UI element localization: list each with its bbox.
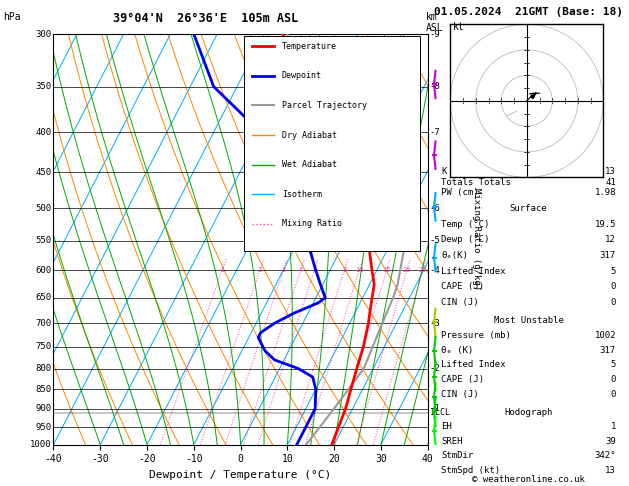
Text: StmDir: StmDir: [442, 451, 474, 460]
Text: © weatheronline.co.uk: © weatheronline.co.uk: [472, 475, 585, 484]
Text: SREH: SREH: [442, 437, 463, 446]
Text: 39: 39: [605, 437, 616, 446]
Text: 1: 1: [220, 267, 224, 274]
Text: PW (cm): PW (cm): [442, 188, 479, 197]
X-axis label: Dewpoint / Temperature (°C): Dewpoint / Temperature (°C): [150, 470, 331, 480]
Bar: [244, 36, 420, 251]
Text: 350: 350: [35, 82, 52, 91]
Text: 300: 300: [35, 30, 52, 38]
Text: Dry Adiabat: Dry Adiabat: [282, 131, 337, 139]
Text: CAPE (J): CAPE (J): [442, 376, 484, 384]
Text: Mixing Ratio: Mixing Ratio: [282, 219, 342, 228]
Text: 41: 41: [605, 177, 616, 187]
Text: -9: -9: [430, 30, 440, 38]
Text: -8: -8: [430, 82, 440, 91]
Text: 400: 400: [35, 128, 52, 137]
Text: -1: -1: [430, 404, 440, 413]
Text: Lifted Index: Lifted Index: [442, 361, 506, 369]
Text: 13: 13: [605, 466, 616, 475]
Text: kt: kt: [454, 22, 465, 33]
Text: 5: 5: [611, 361, 616, 369]
Text: Totals Totals: Totals Totals: [442, 177, 511, 187]
Text: Wet Adiabat: Wet Adiabat: [282, 160, 337, 169]
Text: 317: 317: [600, 346, 616, 354]
Text: 800: 800: [35, 364, 52, 373]
Text: 25: 25: [419, 267, 427, 274]
Text: -4: -4: [430, 266, 440, 275]
Text: 10: 10: [355, 267, 364, 274]
Text: 317: 317: [600, 251, 616, 260]
Text: 12: 12: [605, 235, 616, 244]
Text: Pressure (mb): Pressure (mb): [442, 330, 511, 340]
Text: Temp (°C): Temp (°C): [442, 220, 490, 229]
Text: -7: -7: [430, 128, 440, 137]
Text: 5: 5: [611, 267, 616, 276]
Text: 19.5: 19.5: [594, 220, 616, 229]
Text: 4: 4: [299, 267, 303, 274]
Text: Mixing Ratio (g/kg): Mixing Ratio (g/kg): [472, 188, 481, 291]
Text: 550: 550: [35, 236, 52, 245]
Text: Lifted Index: Lifted Index: [442, 267, 506, 276]
Text: 342°: 342°: [594, 451, 616, 460]
Text: CIN (J): CIN (J): [442, 298, 479, 307]
Text: θₑ (K): θₑ (K): [442, 346, 474, 354]
Text: Isotherm: Isotherm: [282, 190, 322, 199]
Text: -6: -6: [430, 204, 440, 213]
Text: CIN (J): CIN (J): [442, 390, 479, 399]
Text: 1000: 1000: [30, 440, 52, 449]
Text: Temperature: Temperature: [282, 42, 337, 51]
Text: 500: 500: [35, 204, 52, 213]
Text: -5: -5: [430, 236, 440, 245]
Text: 1.98: 1.98: [594, 188, 616, 197]
Text: 1: 1: [611, 422, 616, 431]
Text: 450: 450: [35, 168, 52, 177]
Text: 700: 700: [35, 318, 52, 328]
Text: StmSpd (kt): StmSpd (kt): [442, 466, 501, 475]
Text: 5: 5: [312, 267, 316, 274]
Text: EH: EH: [442, 422, 452, 431]
Text: 13: 13: [605, 167, 616, 176]
Text: 0: 0: [611, 298, 616, 307]
Text: 20: 20: [403, 267, 411, 274]
Text: Hodograph: Hodograph: [504, 408, 553, 417]
Text: 850: 850: [35, 385, 52, 394]
Text: hPa: hPa: [3, 12, 21, 22]
Text: 750: 750: [35, 342, 52, 351]
Text: Parcel Trajectory: Parcel Trajectory: [282, 101, 367, 110]
Text: 0: 0: [611, 376, 616, 384]
Text: Most Unstable: Most Unstable: [494, 315, 564, 325]
Text: Dewpoint: Dewpoint: [282, 71, 322, 80]
Text: -3: -3: [430, 318, 440, 328]
Text: Dewp (°C): Dewp (°C): [442, 235, 490, 244]
Text: CAPE (J): CAPE (J): [442, 282, 484, 291]
Text: θₑ(K): θₑ(K): [442, 251, 469, 260]
Text: ASL: ASL: [426, 23, 443, 34]
Text: 01.05.2024  21GMT (Base: 18): 01.05.2024 21GMT (Base: 18): [434, 7, 623, 17]
Text: 8: 8: [342, 267, 347, 274]
Text: 900: 900: [35, 404, 52, 413]
Text: 0: 0: [611, 282, 616, 291]
Text: 1002: 1002: [594, 330, 616, 340]
Text: 15: 15: [382, 267, 391, 274]
Text: K: K: [442, 167, 447, 176]
Text: 600: 600: [35, 266, 52, 275]
Text: -2: -2: [430, 364, 440, 373]
Text: 0: 0: [611, 390, 616, 399]
Text: 1LCL: 1LCL: [430, 408, 450, 417]
Text: 3: 3: [281, 267, 286, 274]
Text: 650: 650: [35, 293, 52, 302]
Text: km: km: [426, 12, 438, 22]
Text: 950: 950: [35, 423, 52, 432]
Text: 2: 2: [258, 267, 262, 274]
Text: Surface: Surface: [510, 204, 547, 213]
Text: 39°04'N  26°36'E  105m ASL: 39°04'N 26°36'E 105m ASL: [113, 12, 299, 25]
